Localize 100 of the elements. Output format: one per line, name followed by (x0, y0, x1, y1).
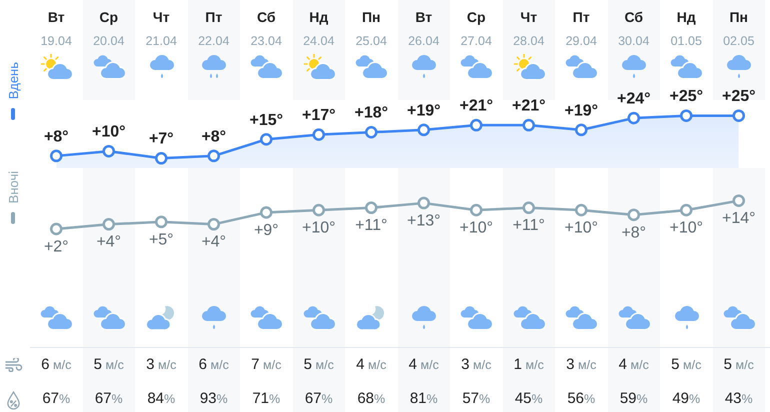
point (50, 150, 62, 162)
text: 5 м/с (671, 356, 702, 373)
x-tick-label: Чт 21.04 (146, 9, 177, 48)
data-label: +17° (302, 107, 336, 124)
text: 56% (567, 390, 596, 407)
data-label: +2° (44, 238, 69, 256)
point (260, 133, 272, 146)
point (155, 152, 168, 165)
point (102, 218, 115, 231)
text: 3 м/с (566, 356, 596, 373)
point (418, 196, 430, 210)
x-tick-label: Чт 28.04 (513, 9, 544, 48)
data-label: +21° (512, 98, 546, 115)
point (208, 218, 220, 231)
x-tick-label: Вт 19.04 (40, 9, 72, 48)
data-label: +10° (669, 220, 704, 237)
x-tick-label: Нд 01.05 (670, 9, 702, 48)
x-tick-label: Сб 23.04 (250, 9, 282, 48)
point (470, 118, 482, 132)
text: 57% (462, 390, 490, 407)
data-label: +5° (148, 231, 174, 248)
data-label: +15° (249, 112, 284, 129)
text: 84% (147, 390, 176, 407)
data-label: +24° (616, 90, 651, 108)
x-tick-label: Пн 02.05 (723, 9, 754, 48)
point (470, 204, 482, 216)
text: 67% (94, 390, 123, 407)
data-label: +10° (564, 220, 598, 237)
point (732, 194, 745, 207)
text: 7 м/с (251, 356, 282, 373)
text: 49% (672, 390, 700, 407)
point (102, 144, 115, 158)
data-label: +19° (406, 102, 441, 120)
point (155, 216, 168, 228)
text: 5 м/с (94, 356, 124, 373)
point (208, 150, 220, 162)
x-tick-label: Нд 24.04 (303, 9, 334, 48)
point (732, 109, 745, 122)
data-label: +7° (148, 130, 174, 148)
data-label: +8° (201, 128, 226, 146)
x-tick-label: Пт 22.04 (198, 9, 230, 48)
point (50, 222, 62, 236)
data-label: +8° (44, 128, 69, 146)
point (680, 109, 692, 122)
data-label: +8° (621, 224, 646, 242)
text: 67% (304, 390, 333, 407)
text: 3 м/с (461, 356, 492, 373)
point (628, 208, 640, 222)
point (575, 124, 588, 136)
data-label: +11° (355, 217, 388, 234)
point (522, 202, 535, 214)
x-tick-label: Вт 26.04 (408, 9, 440, 48)
point (418, 124, 430, 136)
data-label: +21° (459, 98, 494, 115)
data-label: +19° (564, 102, 598, 120)
data-label: +9° (254, 222, 279, 239)
text: 3 м/с (146, 356, 176, 373)
point (260, 206, 272, 219)
text: 68% (357, 390, 386, 407)
text: 93% (200, 390, 228, 407)
text: 43% (724, 390, 753, 407)
x-tick-label: Сб 30.04 (618, 9, 650, 48)
data-label: +25° (669, 88, 704, 106)
text: 5 м/с (724, 356, 754, 373)
point (312, 128, 325, 141)
text: 4 м/с (618, 356, 649, 373)
text: 81% (410, 390, 438, 407)
text: 4 м/с (356, 356, 386, 373)
text: 71% (252, 390, 280, 407)
data-label: +11° (512, 217, 545, 234)
data-label: +10° (92, 124, 126, 141)
text: 45% (514, 390, 543, 407)
text: Вночі (6, 171, 20, 204)
x-tick-label: Пт 29.04 (566, 9, 597, 48)
data-label: +25° (722, 88, 756, 106)
legend-label: Вдень (6, 62, 20, 100)
text: 6 м/с (41, 356, 72, 373)
text: 67% (42, 390, 70, 407)
x-tick-label: Пн 25.04 (356, 9, 387, 48)
x-tick-label: Ср 20.04 (93, 9, 124, 48)
point (365, 126, 378, 139)
point (522, 118, 535, 132)
point (680, 204, 692, 216)
point (575, 204, 588, 216)
x-tick-label: Ср 27.04 (460, 9, 492, 48)
data-label: +4° (201, 234, 226, 251)
data-label: +10° (302, 220, 336, 237)
text: 1 м/с (514, 356, 544, 373)
text: 59% (620, 390, 648, 407)
data-label: +4° (96, 234, 122, 251)
point (312, 204, 325, 216)
data-label: +18° (354, 104, 388, 122)
text: 6 м/с (198, 356, 229, 373)
text: 4 м/с (408, 356, 439, 373)
text: 5 м/с (304, 356, 334, 373)
data-label: +14° (722, 210, 756, 228)
point (628, 112, 640, 124)
data-label: +13° (406, 212, 441, 230)
data-label: +10° (459, 220, 494, 237)
point (365, 202, 378, 214)
